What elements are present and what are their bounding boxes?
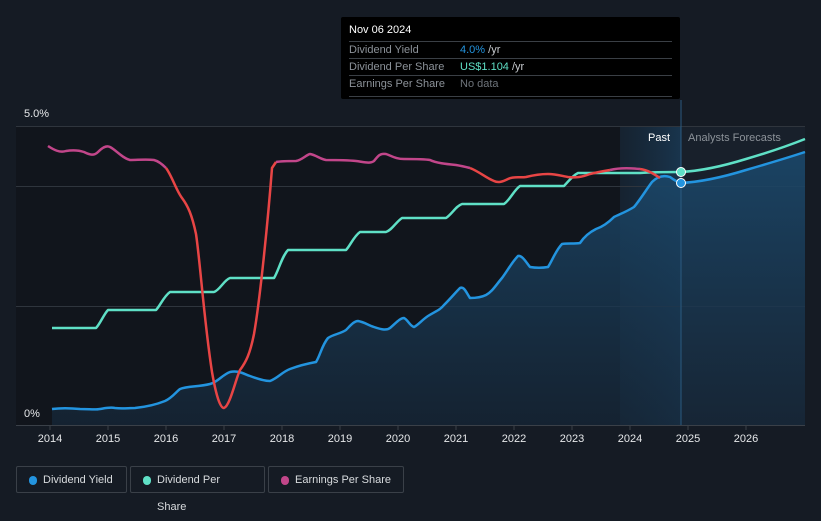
tooltip-divider bbox=[349, 96, 672, 97]
unit: /yr bbox=[488, 44, 501, 56]
unit: /yr bbox=[512, 61, 525, 73]
tooltip-row-earnings-per-share: Earnings Per Share No data bbox=[349, 75, 672, 93]
x-tick-label: 2026 bbox=[733, 433, 759, 445]
legend-label: Dividend Yield bbox=[43, 474, 113, 486]
earnings-per-share-decline-line-2 bbox=[469, 166, 611, 184]
earnings-per-share-line-2 bbox=[275, 152, 471, 170]
x-tick-label: 2023 bbox=[559, 433, 585, 445]
tooltip: Nov 06 2024 Dividend Yield 4.0% /yr Divi… bbox=[341, 17, 680, 99]
dividend-per-share-line bbox=[52, 170, 682, 330]
earnings-per-share-value: No data bbox=[460, 78, 499, 90]
x-tick-label: 2019 bbox=[327, 433, 353, 445]
dividend-yield-area bbox=[52, 152, 805, 425]
earnings-per-share-decline-line bbox=[164, 161, 278, 410]
legend-dividend-yield[interactable]: Dividend Yield bbox=[16, 466, 127, 493]
x-tick-label: 2015 bbox=[95, 433, 121, 445]
tooltip-label: Earnings Per Share bbox=[349, 78, 445, 90]
dividend-yield-marker[interactable] bbox=[676, 178, 686, 188]
legend-earnings-per-share[interactable]: Earnings Per Share bbox=[268, 466, 404, 493]
y-axis-label-top: 5.0% bbox=[24, 108, 50, 120]
legend-label: Earnings Per Share bbox=[295, 474, 391, 486]
x-tick-label: 2014 bbox=[37, 433, 63, 445]
x-tick-label: 2025 bbox=[675, 433, 701, 445]
x-tick-label: 2022 bbox=[501, 433, 527, 445]
earnings-per-share-line bbox=[47, 144, 167, 169]
dividend-yield-forecast-line bbox=[680, 150, 806, 185]
forecast-label: Analysts Forecasts bbox=[688, 132, 781, 144]
earnings-per-share-line-3 bbox=[609, 167, 641, 172]
earnings-per-share-decline-line-3 bbox=[639, 167, 661, 180]
chart-canvas bbox=[16, 100, 806, 430]
x-tick-label: 2024 bbox=[617, 433, 643, 445]
tooltip-value: 4.0% /yr bbox=[460, 42, 500, 59]
tooltip-row-dividend-per-share: Dividend Per Share US$1.104 /yr bbox=[349, 58, 672, 76]
dividend-per-share-marker[interactable] bbox=[676, 167, 686, 177]
x-tick-label: 2018 bbox=[269, 433, 295, 445]
x-tick-label: 2017 bbox=[211, 433, 237, 445]
x-tick-label: 2020 bbox=[385, 433, 411, 445]
dividend-yield-value: 4.0% bbox=[460, 44, 486, 56]
tooltip-date: Nov 06 2024 bbox=[349, 24, 412, 36]
dividend-per-share-forecast-line bbox=[680, 137, 806, 174]
dividend-per-share-dot-icon bbox=[143, 476, 151, 485]
past-label: Past bbox=[648, 132, 671, 144]
tooltip-label: Dividend Per Share bbox=[349, 61, 445, 73]
dividend-per-share-value: US$1.104 bbox=[460, 61, 509, 73]
earnings-per-share-dot-icon bbox=[281, 476, 289, 485]
x-tick-label: 2021 bbox=[443, 433, 469, 445]
x-tick-label: 2016 bbox=[153, 433, 179, 445]
tooltip-row-dividend-yield: Dividend Yield 4.0% /yr bbox=[349, 41, 672, 59]
tooltip-label: Dividend Yield bbox=[349, 44, 419, 56]
legend-dividend-per-share[interactable]: Dividend Per Share bbox=[130, 466, 265, 513]
dividend-yield-dot-icon bbox=[29, 476, 37, 485]
y-axis-label-bottom: 0% bbox=[24, 408, 40, 420]
dividend-yield-line bbox=[51, 174, 682, 411]
x-axis-ticks bbox=[49, 425, 747, 430]
tooltip-value: US$1.104 /yr bbox=[460, 59, 524, 76]
